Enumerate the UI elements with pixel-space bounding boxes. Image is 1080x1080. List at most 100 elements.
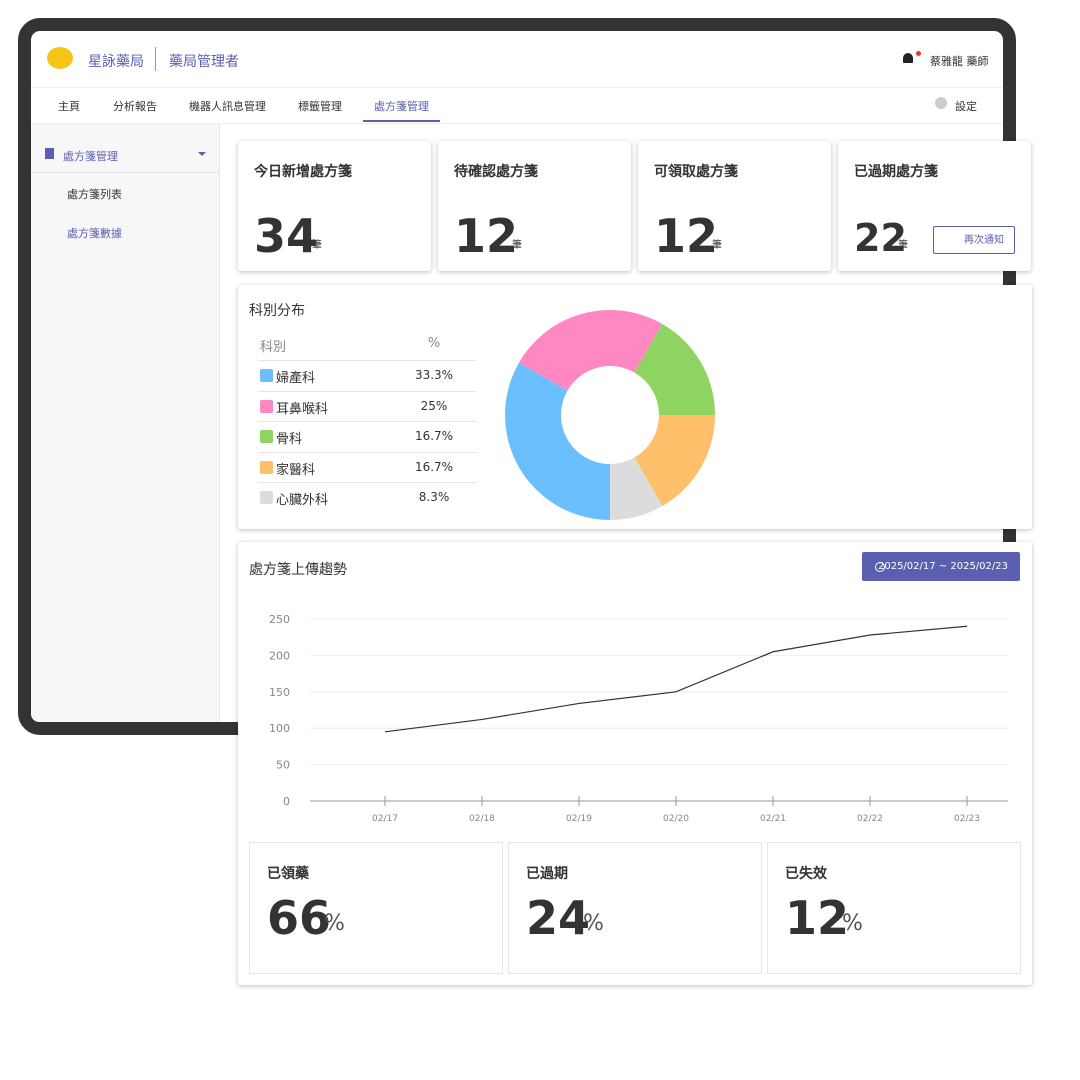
donut-slice [634,323,715,415]
percent: 25% [420,398,448,413]
distribution-title: 科別分布 [249,303,305,319]
color-key [260,491,273,504]
bell-icon[interactable] [903,53,913,63]
stat-unit: 筆 [712,240,722,251]
nav-underline [363,120,440,122]
donut-slice [505,362,610,520]
stat-title: 待確認處方箋 [454,164,538,180]
summary-value: 24 [526,891,591,945]
y-tick-label: 0 [283,795,290,808]
trend-line [384,625,968,733]
x-tick-label: 02/22 [857,814,883,824]
color-key [260,369,273,382]
color-key [260,430,273,443]
badge [916,51,921,56]
notify-button[interactable]: 再次通知 [933,226,1015,254]
category: 耳鼻喉科 [276,401,329,417]
y-tick-label: 50 [276,759,290,772]
row-rule [258,451,476,453]
rule [31,172,219,173]
x-tick-label: 02/18 [469,814,495,824]
stat-card: 今日新增處方箋 34 筆 [238,141,431,271]
category: 家醫科 [276,462,316,478]
stat-unit: 筆 [898,240,908,251]
trend-card: 處方箋上傳趨勢 2025/02/17 ~ 2025/02/23 0 50 100 15… [238,542,1032,985]
nav-item[interactable]: 處方箋管理 [374,100,429,113]
y-tick-label: 250 [269,613,290,626]
stat-title: 可領取處方箋 [654,164,738,180]
rule [31,123,1003,124]
summary-unit: % [583,911,604,936]
donut-chart [505,310,715,520]
stat-value: 22 [854,216,907,260]
percent: 33.3% [414,368,454,382]
x-tick-label: 02/19 [566,814,592,824]
percent: 8.3% [418,490,450,504]
settings[interactable]: 設定 [955,100,977,113]
row-rule [258,390,476,392]
stat-title: 今日新增處方箋 [254,164,352,180]
nav-item[interactable]: 機器人訊息管理 [189,100,266,113]
x-tick-label: 02/21 [760,814,786,824]
donut-slice [518,310,663,391]
date-range[interactable]: 2025/02/17 ~ 2025/02/23 [862,552,1020,581]
summary-unit: % [324,911,345,936]
stat-card: 可領取處方箋 12 筆 [638,141,831,271]
stat-value: 12 [454,209,519,263]
percent: 16.7% [414,459,454,474]
x-tick-label: 02/23 [954,814,980,824]
donut-slice [610,457,663,520]
rule [31,87,1003,88]
stat-unit: 筆 [512,240,522,251]
summary-card: 已過期 24% [508,842,762,974]
role: 藥局管理者 [169,54,239,70]
y-tick-label: 200 [269,649,290,662]
color-key [260,399,273,413]
user[interactable]: 蔡雅龍 藥師 [930,55,989,68]
stat-card: 已過期處方箋 22 筆 再次通知 [838,141,1031,271]
summary-title: 已過期 [526,866,568,882]
x-tick-label: 02/20 [663,814,689,824]
row-rule [258,421,476,422]
stat-card: 待確認處方箋 12 筆 [438,141,631,271]
caret [198,152,206,160]
doc-icon [45,148,54,159]
table-header: 科別 [260,340,287,355]
clock-icon [875,562,885,572]
x-tick-label: 02/17 [372,814,398,824]
sidebar-item[interactable]: 處方箋數據 [67,227,122,240]
summary-title: 已失效 [785,866,827,882]
trend-title: 處方箋上傳趨勢 [249,562,347,578]
y-tick-label: 100 [269,722,290,735]
nav-item[interactable]: 標籤管理 [298,100,342,113]
category: 心臟外科 [276,493,329,508]
line-chart: 0 50 100 150 200 250 02/17 02/18 02/19 02/20 02/21… [269,613,1008,824]
row-rule [258,360,476,361]
donut-slice [634,415,715,507]
category: 骨科 [276,432,303,447]
brand: 星詠藥局 [88,54,144,70]
summary-card: 已失效 12% [767,842,1021,974]
sidebar-section[interactable]: 處方箋管理 [63,150,118,163]
summary-unit: % [842,911,863,936]
distribution-card: 科別分布 科別% 婦產科 33.3% 耳鼻喉科 25% 骨科 16.7% 家醫科 16.7% 心臟… [238,285,1032,529]
divider [155,47,156,71]
stat-unit: 筆 [312,240,322,251]
stat-value: 34 [254,209,319,263]
sidebar: 處方箋管理 處方箋列表 處方箋數據 [31,124,220,722]
summary-title: 已領藥 [267,866,309,882]
summary-card: 已領藥 66% [249,842,503,974]
nav-item[interactable]: 分析報告 [113,100,157,113]
summary-value: 12 [785,891,850,945]
nav-item[interactable]: 主頁 [58,100,80,113]
percent: 16.7% [414,429,454,443]
y-tick-label: 150 [269,686,290,699]
gear-icon [935,97,947,109]
stat-title: 已過期處方箋 [854,164,938,180]
category: 婦產科 [276,371,316,386]
sidebar-item[interactable]: 處方箋列表 [67,188,122,201]
distribution-table: 科別% 婦產科 33.3% 耳鼻喉科 25% 骨科 16.7% 家醫科 16.7% 心臟外科 8.3… [258,330,478,510]
logo [47,47,73,69]
row-rule [258,482,476,483]
